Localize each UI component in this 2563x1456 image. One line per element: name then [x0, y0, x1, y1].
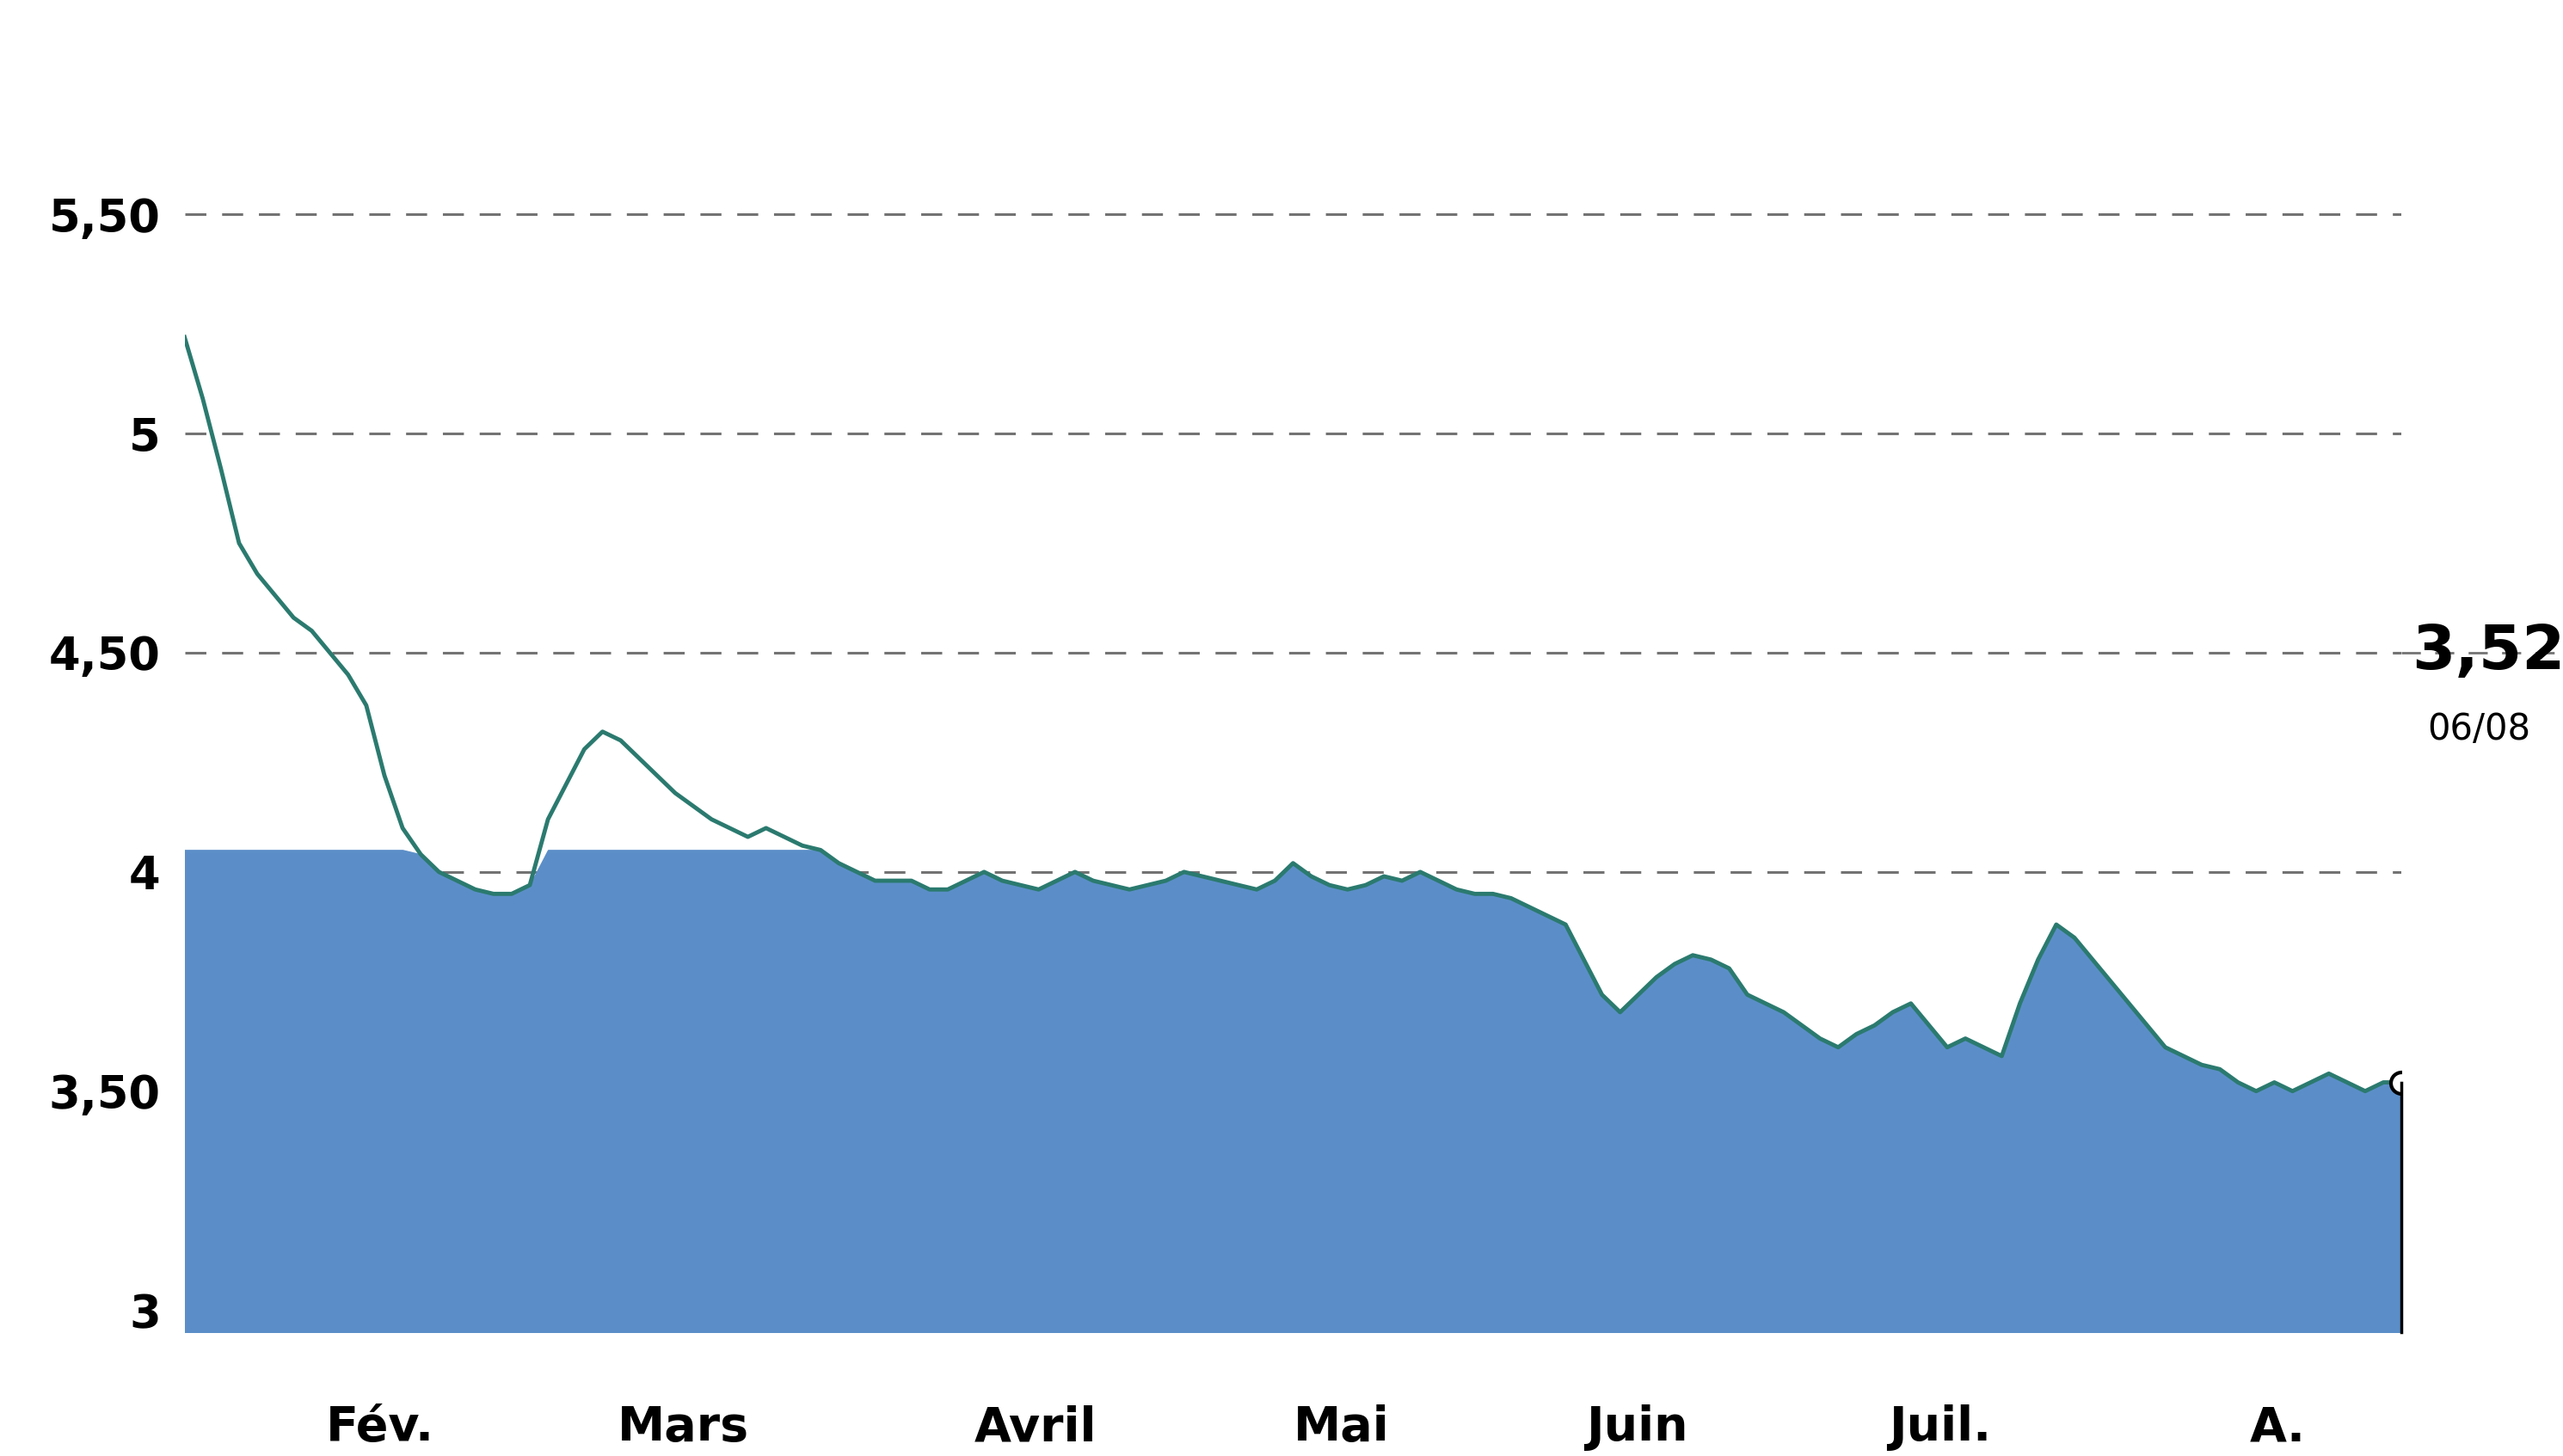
Text: Mai: Mai [1294, 1405, 1389, 1452]
Text: A.: A. [2250, 1405, 2304, 1452]
Text: 06/08: 06/08 [2427, 711, 2530, 747]
Text: 3,52: 3,52 [2412, 623, 2563, 683]
Text: Avril: Avril [974, 1405, 1097, 1452]
Text: Juil.: Juil. [1889, 1405, 1991, 1452]
Text: Juin: Juin [1586, 1405, 1686, 1452]
Text: Mars: Mars [618, 1405, 748, 1452]
Text: InTiCa Systems SE: InTiCa Systems SE [836, 10, 1727, 95]
Text: Fév.: Fév. [326, 1405, 433, 1452]
